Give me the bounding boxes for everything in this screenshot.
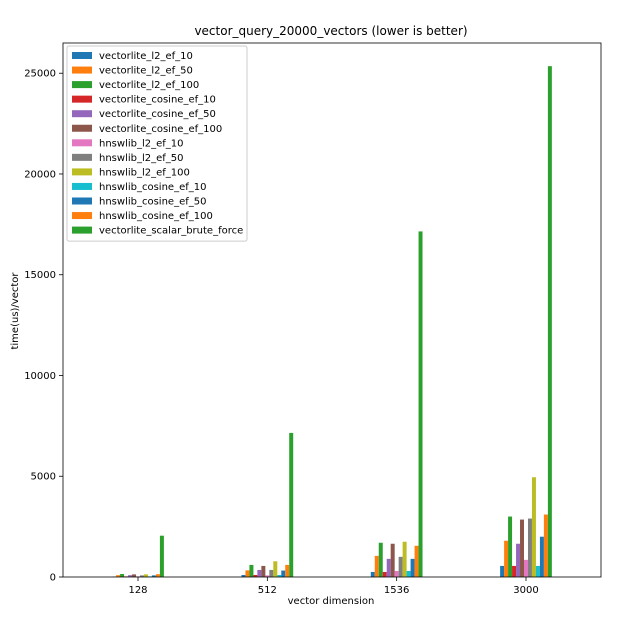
bar: [524, 559, 528, 577]
legend-label: vectorlite_l2_ef_100: [99, 80, 199, 91]
legend-label: hnswlib_cosine_ef_10: [99, 182, 206, 193]
axes-group: 128 512 1536 3000 0 5000 10000 15000 20000 25000: [24, 42, 602, 596]
bar: [402, 541, 407, 577]
axes-frame: [62, 42, 602, 578]
legend-label: hnswlib_l2_ef_50: [99, 153, 184, 164]
legend-label: vectorlite_cosine_ef_100: [99, 124, 222, 135]
bar: [539, 536, 544, 577]
legend-swatch: [72, 182, 92, 190]
bar: [386, 558, 391, 577]
legend-swatch: [72, 197, 92, 205]
bar: [378, 542, 383, 577]
legend-label: vectorlite_l2_ef_50: [99, 66, 193, 77]
legend-label: vectorlite_cosine_ef_10: [99, 95, 216, 106]
legend-label: hnswlib_l2_ef_100: [99, 167, 190, 178]
bar: [285, 564, 290, 577]
legend-label: vectorlite_l2_ef_10: [99, 51, 193, 62]
bar: [418, 231, 423, 577]
bar: [410, 558, 415, 577]
bar: [128, 575, 133, 577]
bar: [120, 573, 125, 577]
bar: [249, 564, 254, 577]
bar: [261, 565, 266, 577]
y-tick-label: 10000: [24, 371, 56, 382]
y-tick-label: 5000: [31, 472, 56, 483]
legend-box: [66, 45, 248, 242]
bar: [245, 570, 250, 577]
bar: [508, 516, 513, 577]
x-axis-label: vector dimension: [288, 596, 375, 607]
legend-swatch: [72, 95, 92, 103]
legend-swatch: [72, 66, 92, 74]
legend-swatch: [72, 139, 92, 147]
x-tick-label: 3000: [513, 585, 538, 596]
bar: [370, 571, 375, 577]
x-tick-label: 128: [128, 585, 147, 596]
bar: [132, 574, 137, 577]
legend-swatch: [72, 153, 92, 161]
bar: [543, 514, 548, 577]
bar: [527, 518, 532, 577]
legend-swatch: [72, 212, 92, 220]
bar: [516, 543, 521, 577]
x-tick-label: 512: [258, 585, 277, 596]
bar: [155, 574, 160, 577]
bar: [500, 565, 505, 577]
bar: [406, 570, 411, 577]
bar: [241, 574, 246, 577]
bar: [520, 519, 524, 577]
bar: [257, 569, 262, 577]
bar: [159, 535, 164, 577]
bar: [531, 477, 536, 577]
bar: [116, 575, 121, 577]
legend-swatch: [72, 52, 92, 59]
bar: [394, 570, 399, 577]
bar: [390, 543, 395, 577]
bar: [253, 574, 258, 577]
bar: [382, 571, 387, 577]
bar: [512, 565, 517, 577]
legend-label: vectorlite_scalar_brute_force: [99, 226, 243, 237]
legend-swatch: [72, 168, 92, 176]
bar: [414, 545, 419, 577]
y-tick-label: 0: [50, 573, 56, 584]
bar: [151, 575, 156, 577]
x-tick-label: 1536: [384, 585, 409, 596]
bar: [289, 432, 294, 577]
bar: [374, 555, 379, 577]
y-axis-label: time(us)/vector: [10, 272, 21, 350]
bar: [273, 561, 278, 577]
legend-label: hnswlib_l2_ef_10: [99, 138, 184, 149]
bar: [535, 565, 540, 577]
bar: [398, 556, 403, 577]
legend-swatch: [72, 81, 92, 89]
legend-swatch: [72, 226, 92, 234]
legend-label: hnswlib_cosine_ef_50: [99, 197, 206, 208]
chart-title: vector_query_20000_vectors (lower is bet…: [194, 24, 467, 38]
bars-group: [112, 66, 552, 578]
y-tick-label: 15000: [24, 270, 56, 281]
y-tick-label: 25000: [24, 69, 56, 80]
legend-swatch: [72, 110, 92, 118]
legend-label: hnswlib_cosine_ef_100: [99, 211, 213, 222]
legend: vectorlite_l2_ef_10 vectorlite_l2_ef_50ve…: [66, 45, 248, 242]
bar: [143, 574, 148, 577]
bar: [269, 569, 274, 577]
legend-swatch: [72, 124, 92, 132]
bar: [547, 66, 552, 578]
y-tick-label: 20000: [24, 169, 56, 180]
bar: [504, 540, 509, 577]
bar: [277, 574, 282, 577]
bar: [281, 570, 286, 577]
legend-label: vectorlite_cosine_ef_50: [99, 109, 216, 120]
bar: [265, 575, 270, 577]
bar: [140, 575, 144, 577]
